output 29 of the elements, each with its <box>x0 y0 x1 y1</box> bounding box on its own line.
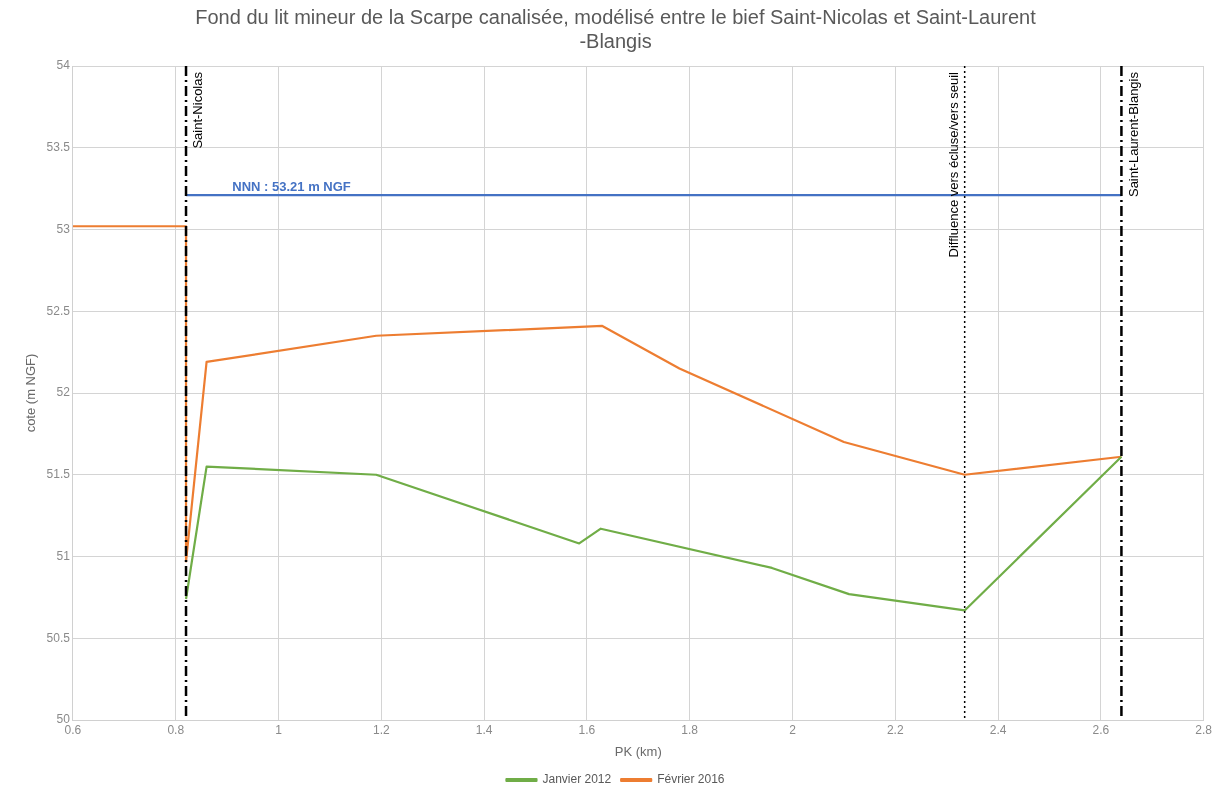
x-tick-label: 1.4 <box>475 722 493 737</box>
x-tick-label: 2.2 <box>886 722 904 737</box>
ref-line-label: Saint-Laurent-Blangis <box>1125 71 1141 198</box>
y-tick-label: 54 <box>56 58 71 73</box>
y-tick-label: 50.5 <box>46 630 71 645</box>
annotation: NNN : 53.21 m NGF <box>232 178 351 194</box>
ref-line-label: Diffluence vers écluse/vers seuil <box>945 71 961 258</box>
y-tick-label: 52 <box>56 385 71 400</box>
y-tick-label: 51 <box>56 548 71 563</box>
legend-label: Janvier 2012 <box>542 772 612 787</box>
x-tick-label: 0.6 <box>64 722 82 737</box>
y-tick-label: 53 <box>56 221 71 236</box>
x-tick-label: 2 <box>789 722 797 737</box>
y-tick-label: 52.5 <box>46 303 71 318</box>
legend-label: Février 2016 <box>657 772 725 787</box>
x-tick-label: 2.4 <box>989 722 1007 737</box>
x-tick-label: 2.6 <box>1092 722 1110 737</box>
x-tick-label: 2.8 <box>1195 722 1213 737</box>
chart-title: Fond du lit mineur de la Scarpe canalisée, modélisé entre le bief Saint-Nicolas et Saint-Laurent -Blangis <box>195 5 1037 52</box>
y-tick-label: 53.5 <box>46 140 71 155</box>
x-axis-title: PK (km) <box>614 743 662 759</box>
x-tick-label: 1.6 <box>578 722 596 737</box>
x-tick-label: 1 <box>275 722 283 737</box>
y-axis-title: cote (m NGF) <box>23 353 39 433</box>
x-tick-label: 1.2 <box>372 722 390 737</box>
x-tick-label: 0.8 <box>167 722 185 737</box>
x-tick-label: 1.8 <box>681 722 699 737</box>
ref-line-label: Saint-Nicolas <box>190 71 206 149</box>
y-tick-label: 51.5 <box>46 467 71 482</box>
